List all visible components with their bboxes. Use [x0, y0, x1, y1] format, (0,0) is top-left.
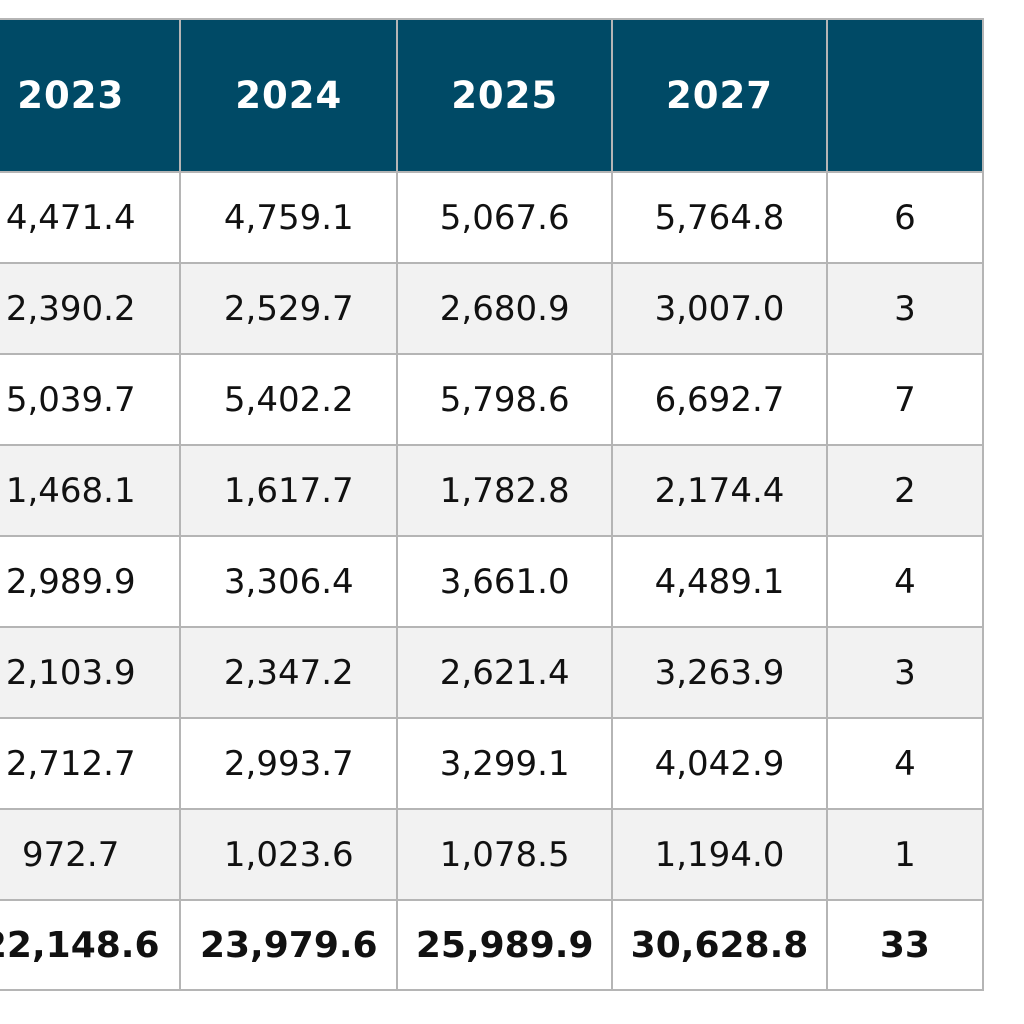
- table-row: 2,390.2 2,529.7 2,680.9 3,007.0 3: [0, 262, 985, 355]
- table-cell: 2,621.4: [396, 626, 614, 719]
- total-cell: 33: [825, 899, 985, 991]
- table-cell: 1,078.5: [396, 808, 614, 901]
- table-row: 2,989.9 3,306.4 3,661.0 4,489.1 4: [0, 535, 985, 628]
- table-cell: 2,347.2: [179, 626, 399, 719]
- table-cell: 6,692.7: [611, 353, 828, 446]
- total-cell: 22,148.6: [0, 899, 182, 991]
- table-cell: 4,042.9: [611, 717, 828, 810]
- table-cell: 2,103.9: [0, 626, 182, 719]
- table-cell: 4: [825, 717, 985, 810]
- table-cell: 2,529.7: [179, 262, 399, 355]
- data-table: 2023 2024 2025 2027 4,471.4 4,759.1 5,06…: [0, 18, 985, 991]
- table-cell: 1,617.7: [179, 444, 399, 537]
- table-cell: 1,468.1: [0, 444, 182, 537]
- table-cell: 3,306.4: [179, 535, 399, 628]
- table-row: 972.7 1,023.6 1,078.5 1,194.0 1: [0, 808, 985, 901]
- column-header-2025: 2025: [396, 18, 614, 173]
- table-cell: 4: [825, 535, 985, 628]
- table-cell: 2,680.9: [396, 262, 614, 355]
- total-cell: 23,979.6: [179, 899, 399, 991]
- table-cell: 3,299.1: [396, 717, 614, 810]
- table-cell: 2,174.4: [611, 444, 828, 537]
- table-cell: 5,798.6: [396, 353, 614, 446]
- table-row: 5,039.7 5,402.2 5,798.6 6,692.7 7: [0, 353, 985, 446]
- table-cell: 2,712.7: [0, 717, 182, 810]
- table-cell: 4,489.1: [611, 535, 828, 628]
- total-row: 22,148.6 23,979.6 25,989.9 30,628.8 33: [0, 899, 985, 991]
- table-cell: 2,989.9: [0, 535, 182, 628]
- table-cell: 3,007.0: [611, 262, 828, 355]
- table-cell: 4,759.1: [179, 171, 399, 264]
- table-cell: 972.7: [0, 808, 182, 901]
- table-cell: 7: [825, 353, 985, 446]
- header-row: 2023 2024 2025 2027: [0, 18, 985, 173]
- total-cell: 25,989.9: [396, 899, 614, 991]
- table-cell: 1,194.0: [611, 808, 828, 901]
- table-cell: 6: [825, 171, 985, 264]
- total-cell: 30,628.8: [611, 899, 828, 991]
- table-cell: 3: [825, 626, 985, 719]
- column-header-2024: 2024: [179, 18, 399, 173]
- table-cell: 4,471.4: [0, 171, 182, 264]
- table-cell: 1: [825, 808, 985, 901]
- table-cell: 1,023.6: [179, 808, 399, 901]
- table-cell: 3: [825, 262, 985, 355]
- column-header-2027: 2027: [611, 18, 828, 173]
- table-cell: 2,390.2: [0, 262, 182, 355]
- table-row: 4,471.4 4,759.1 5,067.6 5,764.8 6: [0, 171, 985, 264]
- table-row: 2,712.7 2,993.7 3,299.1 4,042.9 4: [0, 717, 985, 810]
- table-cell: 3,661.0: [396, 535, 614, 628]
- column-header-2023: 2023: [0, 18, 182, 173]
- column-header-partial: [825, 18, 985, 173]
- table-row: 1,468.1 1,617.7 1,782.8 2,174.4 2: [0, 444, 985, 537]
- table-cell: 5,764.8: [611, 171, 828, 264]
- table-row: 2,103.9 2,347.2 2,621.4 3,263.9 3: [0, 626, 985, 719]
- table-cell: 3,263.9: [611, 626, 828, 719]
- table-cell: 2,993.7: [179, 717, 399, 810]
- table-cell: 5,402.2: [179, 353, 399, 446]
- table-cell: 2: [825, 444, 985, 537]
- table-cell: 5,039.7: [0, 353, 182, 446]
- table-cell: 5,067.6: [396, 171, 614, 264]
- table-cell: 1,782.8: [396, 444, 614, 537]
- table-body: 4,471.4 4,759.1 5,067.6 5,764.8 6 2,390.…: [0, 171, 985, 991]
